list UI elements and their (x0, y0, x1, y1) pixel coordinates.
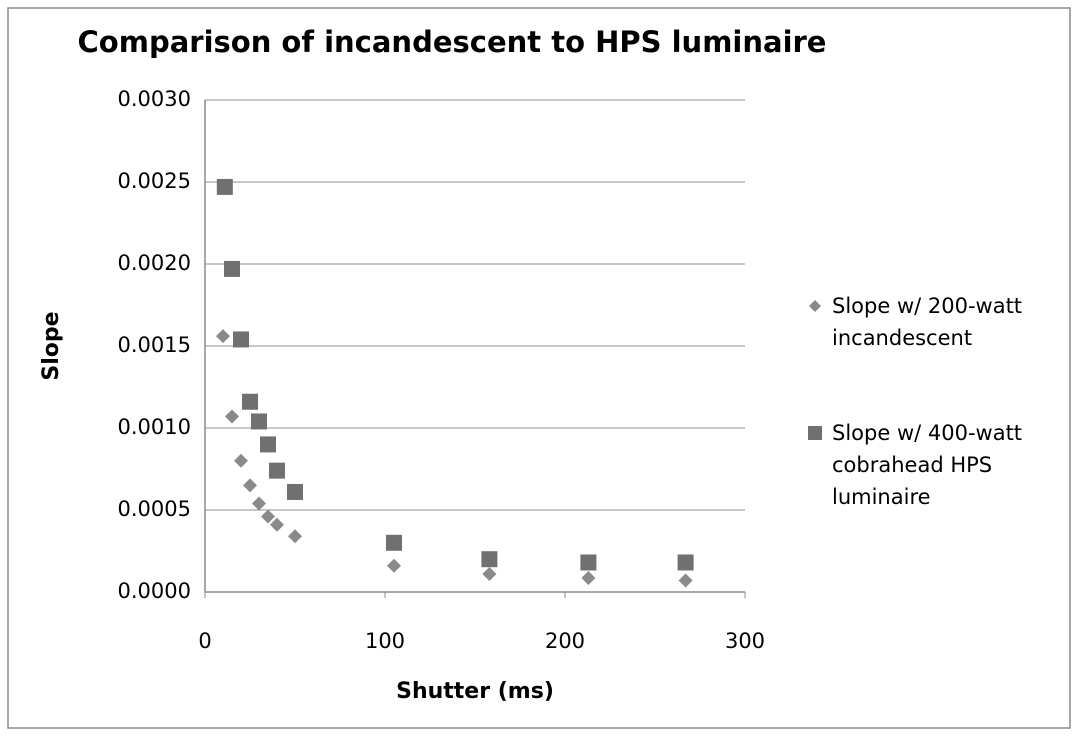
diamond-marker (216, 329, 230, 344)
square-marker (233, 331, 249, 348)
square-marker (386, 534, 402, 551)
diamond-marker (809, 300, 821, 312)
diamond-marker (678, 573, 693, 588)
chart-title: Comparison of incandescent to HPS lumina… (78, 25, 827, 59)
y-tick-label: 0.0030 (118, 87, 191, 111)
y-axis-label: Slope (39, 311, 64, 380)
square-marker (808, 426, 822, 440)
y-tick-label: 0.0005 (118, 497, 191, 521)
chart-border (7, 7, 1071, 729)
y-tick-label: 0.0000 (118, 579, 191, 603)
diamond-marker (288, 529, 302, 544)
legend-label: Slope w/ 200-watt incandescent (832, 294, 1023, 350)
square-marker (260, 436, 276, 453)
y-tick-label: 0.0020 (118, 251, 191, 275)
diamond-marker (270, 517, 284, 532)
diamond-marker (243, 478, 257, 493)
square-marker (677, 554, 694, 571)
diamond-marker (234, 453, 248, 468)
x-axis-label: Shutter (ms) (396, 679, 554, 704)
y-tick-label: 0.0015 (118, 333, 191, 357)
x-tick-label: 100 (365, 629, 405, 653)
square-marker (224, 260, 240, 277)
diamond-marker (261, 509, 275, 524)
square-marker (287, 483, 303, 500)
diamond-marker (252, 496, 266, 511)
square-marker (269, 462, 285, 479)
square-marker (251, 413, 267, 430)
x-tick-label: 0 (198, 629, 211, 653)
legend-label: Slope w/ 400-watt cobrahead HPS luminair… (832, 421, 1023, 509)
diamond-marker (581, 571, 596, 586)
square-marker (242, 393, 258, 410)
diamond-marker (482, 566, 497, 581)
diamond-marker (225, 409, 239, 424)
square-marker (580, 554, 597, 571)
square-marker (481, 551, 498, 568)
square-marker (216, 178, 233, 195)
y-tick-label: 0.0010 (118, 415, 191, 439)
y-tick-label: 0.0025 (118, 169, 191, 193)
diamond-marker (387, 558, 401, 573)
x-tick-label: 300 (725, 629, 765, 653)
x-tick-label: 200 (545, 629, 585, 653)
